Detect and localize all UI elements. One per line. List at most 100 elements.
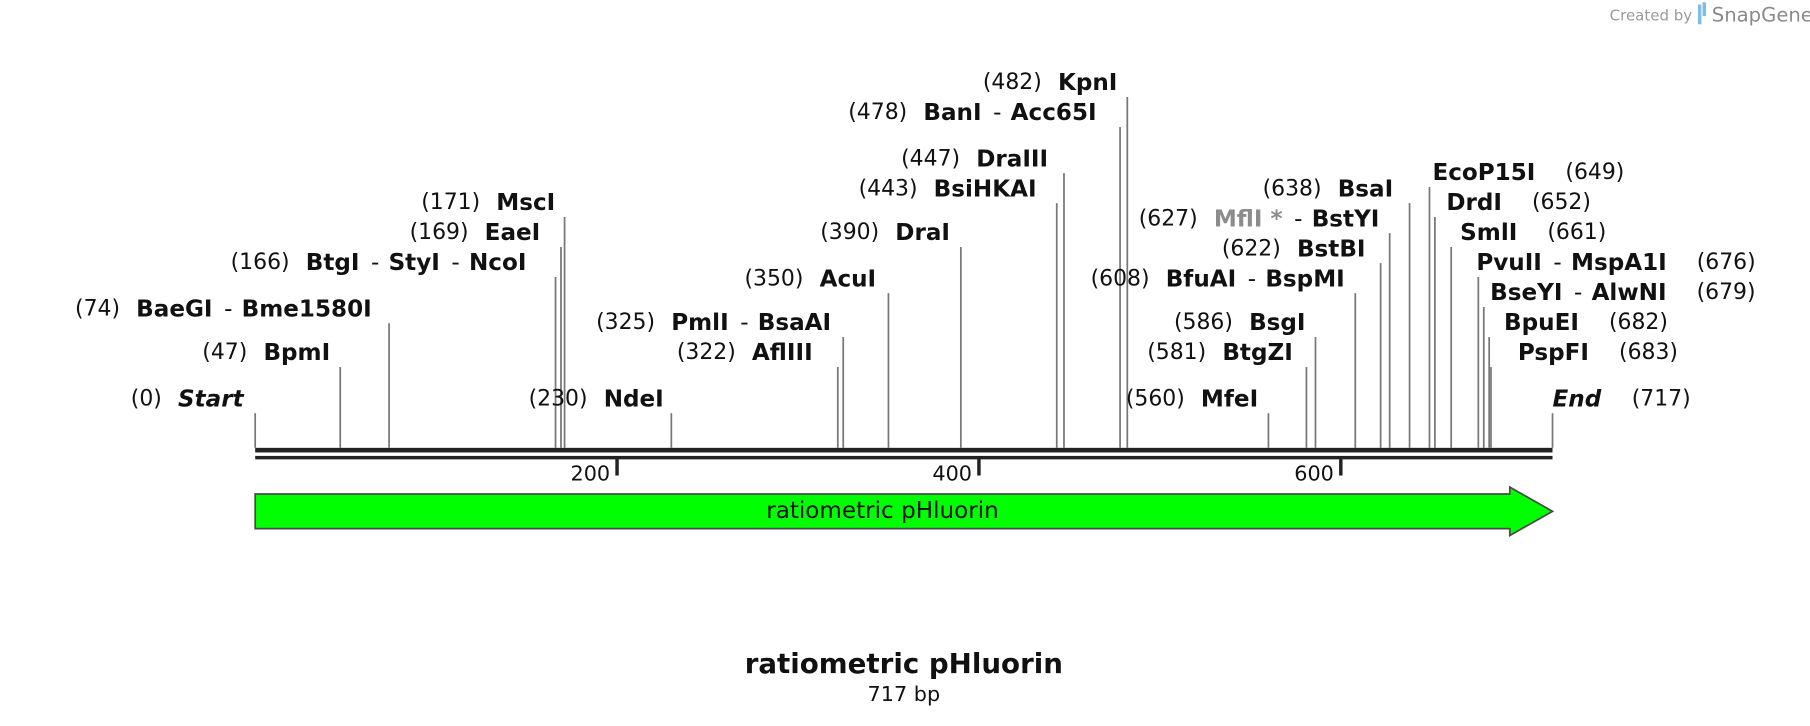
site-position: (627) — [1139, 206, 1198, 231]
enzyme-name: AflIII — [752, 340, 813, 366]
map-title: ratiometric pHluorin — [745, 647, 1063, 680]
ruler-tick-label: 200 — [570, 461, 610, 485]
site-names: MscI — [496, 190, 555, 216]
enzyme-name: Start — [178, 386, 245, 412]
enzyme-name: KpnI — [1058, 70, 1117, 96]
enzyme-name: BseYI — [1490, 280, 1562, 306]
enzyme-name: End — [1553, 386, 1602, 412]
enzyme-name: BanI — [923, 100, 981, 126]
site-position: (560) — [1126, 386, 1185, 411]
site-names: KpnI — [1058, 70, 1117, 96]
site-position: (683) — [1619, 340, 1678, 365]
ruler-line — [255, 455, 1553, 460]
enzyme-name: Acc65I — [1011, 100, 1097, 126]
site-names: BpuEI — [1504, 310, 1579, 336]
enzyme-name: MspA1I — [1571, 250, 1667, 276]
site-position: (169) — [410, 220, 469, 245]
site-position: (0) — [131, 386, 162, 411]
ruler-tick-label: 400 — [932, 461, 972, 485]
enzyme-name: AcuI — [820, 266, 877, 292]
site-position: (608) — [1091, 266, 1150, 291]
enzyme-name: MflI * — [1214, 206, 1283, 232]
name-separator: - — [451, 250, 459, 276]
enzyme-name: DraI — [895, 220, 950, 246]
site-names: BtgZI — [1222, 340, 1292, 366]
site-names: BstBI — [1297, 236, 1366, 262]
site-names: BpmI — [263, 340, 330, 366]
enzyme-name: DraIII — [976, 146, 1048, 172]
enzyme-name: BaeGI — [136, 296, 212, 322]
site-names: BsiHKAI — [934, 176, 1037, 202]
enzyme-name: BspMI — [1265, 266, 1344, 292]
site-names: BsgI — [1249, 310, 1305, 336]
site-names: BsaI — [1338, 176, 1394, 202]
site-names: SmlI — [1460, 220, 1517, 246]
name-separator: - — [740, 310, 748, 336]
site-names: MfeI — [1201, 386, 1258, 412]
site-names: Start — [178, 386, 245, 412]
enzyme-name: EaeI — [485, 220, 541, 246]
site-position: (581) — [1147, 340, 1206, 365]
site-position: (74) — [75, 296, 120, 321]
enzyme-name: Bme1580I — [242, 296, 372, 322]
enzyme-name: BsiHKAI — [934, 176, 1037, 202]
site-names: AflIII — [752, 340, 813, 366]
enzyme-name: MscI — [496, 190, 555, 216]
ruler-tick-label: 600 — [1294, 461, 1334, 485]
site-names: BaeGI - Bme1580I — [136, 296, 372, 322]
site-position: (350) — [744, 266, 803, 291]
enzyme-name: PmlI — [671, 310, 728, 336]
site-names: DraIII — [976, 146, 1048, 172]
site-position: (676) — [1697, 250, 1756, 275]
enzyme-name: BtgZI — [1222, 340, 1292, 366]
site-position: (482) — [983, 70, 1042, 95]
site-names: PmlI - BsaAI — [671, 310, 831, 336]
site-position: (649) — [1565, 160, 1624, 185]
logo-mark — [1697, 4, 1702, 25]
name-separator: - — [1574, 280, 1582, 306]
feature-label: ratiometric pHluorin — [766, 498, 999, 524]
enzyme-name: BstYI — [1312, 206, 1380, 232]
site-names: PvuII - MspA1I — [1476, 250, 1666, 276]
site-position: (325) — [596, 310, 655, 335]
enzyme-name: BtgI — [306, 250, 360, 276]
enzyme-name: BsgI — [1249, 310, 1305, 336]
site-names: NdeI — [604, 386, 664, 412]
site-names: EcoP15I — [1432, 160, 1535, 186]
enzyme-name: StyI — [389, 250, 440, 276]
site-names: BanI - Acc65I — [923, 100, 1096, 126]
enzyme-name: SmlI — [1460, 220, 1517, 246]
enzyme-name: BfuAI — [1166, 266, 1237, 292]
enzyme-name: AlwNI — [1592, 280, 1667, 306]
enzyme-name: BpmI — [263, 340, 330, 366]
enzyme-name: BstBI — [1297, 236, 1366, 262]
site-names: AcuI — [820, 266, 877, 292]
name-separator: - — [1553, 250, 1561, 276]
enzyme-name: BsaI — [1338, 176, 1394, 202]
site-names: End — [1553, 386, 1602, 412]
site-position: (443) — [859, 176, 918, 201]
site-position: (622) — [1222, 236, 1281, 261]
name-separator: - — [1294, 206, 1302, 232]
feature-arrow — [254, 485, 1555, 538]
site-names: EaeI — [485, 220, 541, 246]
enzyme-name: NdeI — [604, 386, 664, 412]
name-separator: - — [371, 250, 379, 276]
enzyme-name: NcoI — [469, 250, 526, 276]
enzyme-name: PspFI — [1518, 340, 1589, 366]
site-position: (638) — [1263, 176, 1322, 201]
site-position: (322) — [677, 340, 736, 365]
site-names: BseYI - AlwNI — [1490, 280, 1666, 306]
enzyme-name: BsaAI — [758, 310, 831, 336]
enzyme-name: EcoP15I — [1432, 160, 1535, 186]
site-position: (47) — [202, 340, 247, 365]
site-position: (682) — [1609, 310, 1668, 335]
name-separator: - — [224, 296, 232, 322]
site-names: BfuAI - BspMI — [1166, 266, 1345, 292]
enzyme-name: BpuEI — [1504, 310, 1579, 336]
enzyme-name: DrdI — [1446, 190, 1502, 216]
site-position: (230) — [529, 386, 588, 411]
site-names: BtgI - StyI - NcoI — [306, 250, 527, 276]
site-position: (390) — [820, 220, 879, 245]
